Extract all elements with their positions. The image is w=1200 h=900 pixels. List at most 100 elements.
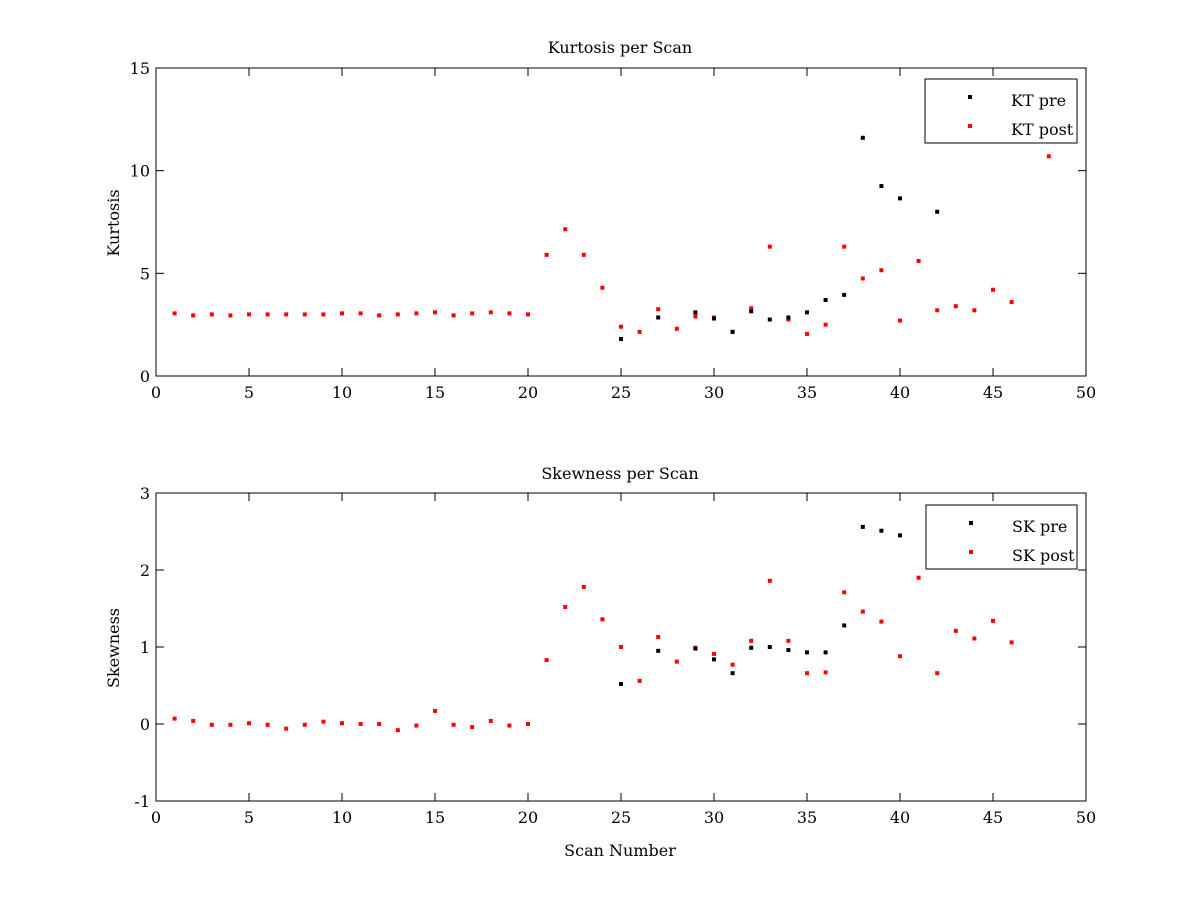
kurtosis-legend-box <box>924 78 1078 144</box>
skewness-x-tick-label: 10 <box>332 808 352 827</box>
kurtosis-post-point <box>265 312 270 317</box>
skewness-post-point <box>507 723 512 728</box>
kurtosis-legend-marker-post <box>968 124 972 128</box>
kurtosis-x-tick-label: 35 <box>797 383 817 402</box>
skewness-post-point <box>302 722 307 727</box>
kurtosis-post-point <box>172 311 177 316</box>
skewness-post-point <box>395 728 400 733</box>
skewness-post-point <box>265 722 270 727</box>
skewness-pre-point <box>898 533 902 538</box>
skewness-post-point <box>730 662 735 667</box>
skewness-post-point <box>879 619 884 624</box>
kurtosis-points <box>172 135 1051 342</box>
skewness-post-point <box>414 723 419 728</box>
skewness-post-point <box>600 617 605 622</box>
skewness-post-point <box>935 671 940 676</box>
skewness-y-axis-label: Skewness <box>104 608 123 688</box>
skewness-post-point <box>526 722 530 726</box>
skewness-post-point <box>674 659 679 664</box>
skewness-post-point <box>767 578 772 583</box>
kurtosis-post-point <box>507 311 512 316</box>
kurtosis-post-point <box>898 318 902 323</box>
kurtosis-post-point <box>619 324 623 329</box>
skewness-x-tick-label: 5 <box>244 808 254 827</box>
skewness-legend-label-pre: SK pre <box>1012 517 1067 536</box>
skewness-y-tick-label: 0 <box>140 715 150 734</box>
skewness-x-tick-label: 30 <box>704 808 724 827</box>
kurtosis-post-point <box>563 227 568 232</box>
skewness-x-tick-label: 25 <box>611 808 631 827</box>
kurtosis-pre-point <box>860 135 865 140</box>
kurtosis-pre-point <box>656 315 661 320</box>
skewness-post-point <box>581 584 586 589</box>
kurtosis-post-point <box>340 311 344 316</box>
skewness-pre-point <box>786 648 791 653</box>
skewness-pre-point <box>749 645 754 650</box>
skewness-pre-point <box>712 657 716 662</box>
skewness-post-point <box>563 604 568 609</box>
skewness-pre-point <box>879 528 884 533</box>
skewness-pre-point <box>656 648 661 653</box>
kurtosis-pre-point <box>730 329 735 334</box>
kurtosis-post-point <box>358 311 363 316</box>
kurtosis-post-point <box>674 326 679 331</box>
kurtosis-post-point <box>916 259 921 264</box>
skewness-pre-point <box>619 681 623 686</box>
kurtosis-x-tick-label: 45 <box>983 383 1003 402</box>
kurtosis-legend-marker-pre <box>968 95 972 99</box>
kurtosis-post-point <box>823 322 828 327</box>
kurtosis-pre-point <box>805 310 809 315</box>
skewness-post-point <box>823 670 828 675</box>
kurtosis-post-point <box>879 268 884 273</box>
kurtosis-post-point <box>377 313 382 318</box>
skewness-post-point <box>358 722 363 726</box>
skewness-x-axis-label: Scan Number <box>564 841 676 860</box>
kurtosis-x-tick-label: 10 <box>332 383 352 402</box>
skewness-legend-label-post: SK post <box>1012 546 1075 565</box>
skewness-y-tick-label: 1 <box>140 638 150 657</box>
kurtosis-pre-point <box>767 317 772 322</box>
skewness-points <box>172 524 1014 733</box>
kurtosis-legend-label-pre: KT pre <box>1011 91 1066 110</box>
skewness-pre-point <box>693 646 698 651</box>
kurtosis-legend: KT pre KT post <box>924 78 1078 144</box>
kurtosis-x-tick-label: 20 <box>518 383 538 402</box>
kurtosis-x-tick-label: 50 <box>1076 383 1096 402</box>
skewness-post-point <box>860 609 865 614</box>
skewness-post-point <box>284 726 289 731</box>
skewness-post-point <box>470 725 475 730</box>
kurtosis-post-point <box>247 312 251 317</box>
kurtosis-post-point <box>209 312 214 317</box>
kurtosis-post-point <box>749 306 754 311</box>
skewness-post-point <box>712 651 716 656</box>
kurtosis-pre-point <box>786 315 791 320</box>
skewness-legend-box <box>925 504 1078 570</box>
skewness-post-point <box>172 716 177 721</box>
skewness-post-point <box>619 645 623 649</box>
kurtosis-pre-point <box>712 316 716 321</box>
skewness-x-tick-label: 40 <box>890 808 910 827</box>
kurtosis-x-tick-label: 30 <box>704 383 724 402</box>
skewness-post-point <box>1009 640 1014 645</box>
skewness-post-point <box>916 575 921 580</box>
kurtosis-post-point <box>953 304 958 309</box>
kurtosis-post-point <box>637 329 642 334</box>
skewness-post-point <box>377 722 382 726</box>
kurtosis-y-axis-label: Kurtosis <box>104 189 123 256</box>
skewness-post-point <box>228 722 233 727</box>
kurtosis-x-tick-label: 25 <box>611 383 631 402</box>
kurtosis-x-tick-label: 40 <box>890 383 910 402</box>
kurtosis-post-point <box>1009 300 1014 305</box>
kurtosis-post-point <box>656 307 661 312</box>
skewness-post-point <box>786 638 791 643</box>
kurtosis-pre-point <box>693 310 698 315</box>
kurtosis-post-point <box>767 244 772 249</box>
kurtosis-y-tick-label: 0 <box>140 367 150 386</box>
skewness-post-point <box>953 628 958 633</box>
kurtosis-post-point <box>991 287 995 292</box>
kurtosis-chart-title: Kurtosis per Scan <box>548 38 692 57</box>
skewness-x-tick-label: 35 <box>797 808 817 827</box>
skewness-post-point <box>637 678 642 683</box>
